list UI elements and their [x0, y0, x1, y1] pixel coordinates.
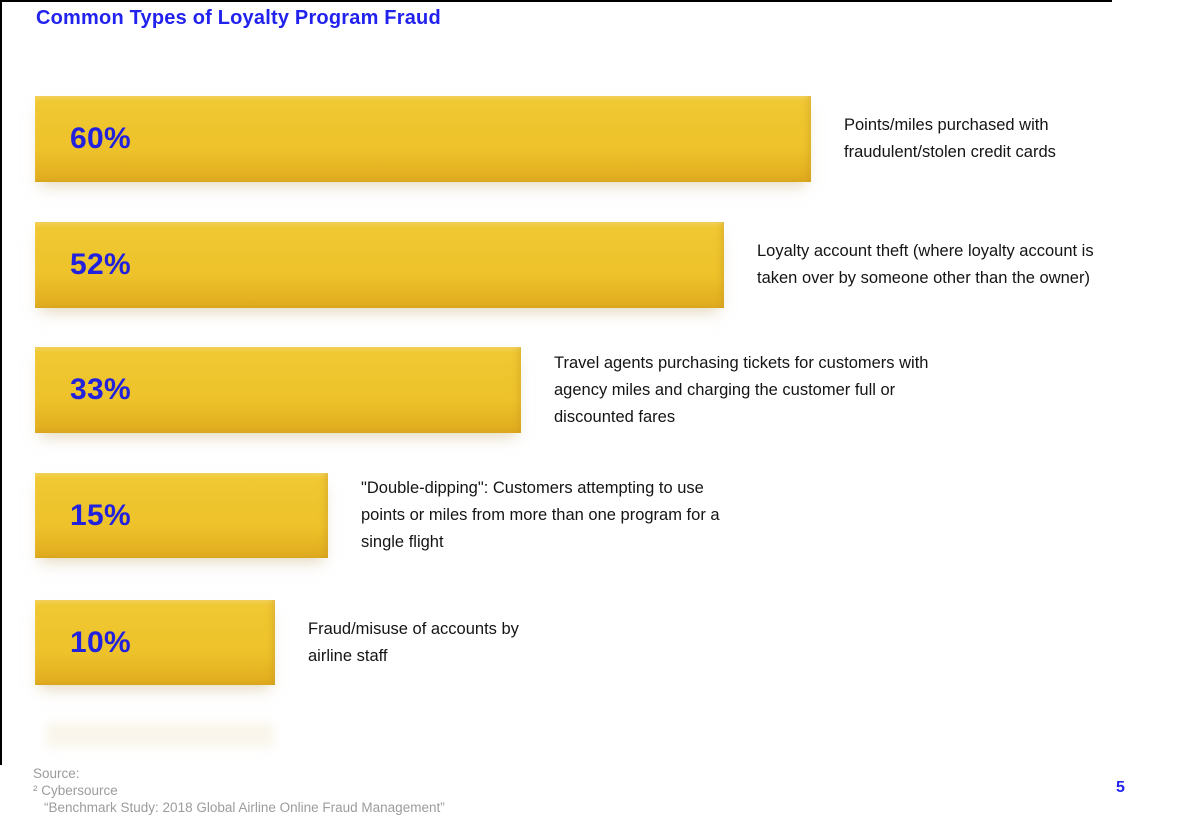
left-edge-line	[0, 0, 2, 765]
bar-row: 33% Travel agents purchasing tickets for…	[35, 347, 976, 433]
source-block: Source: ² Cybersource “Benchmark Study: …	[33, 765, 445, 816]
bar-value-label: 10%	[70, 625, 131, 659]
bar-description: Points/miles purchased with fraudulent/s…	[844, 116, 1056, 161]
ghost-bar-artifact	[46, 722, 274, 748]
page-number: 5	[1116, 779, 1125, 796]
bar-row: 52% Loyalty account theft (where loyalty…	[35, 222, 1105, 308]
top-edge-line	[0, 0, 1112, 2]
source-name: ² Cybersource	[33, 783, 118, 798]
source-citation: “Benchmark Study: 2018 Global Airline On…	[44, 800, 445, 815]
chart-title: Common Types of Loyalty Program Fraud	[36, 7, 441, 29]
bar-value-label: 52%	[70, 248, 131, 281]
bar-row: 60% Points/miles purchased with fraudule…	[35, 96, 1096, 182]
bar-value-label: 33%	[70, 373, 131, 406]
bar-15pct: 15%	[35, 473, 328, 558]
bar-row: 10% Fraud/misuse of accounts by airline …	[35, 600, 540, 685]
source-label: Source:	[33, 766, 80, 781]
bar-10pct: 10%	[35, 600, 275, 685]
bar-row: 15% "Double-dipping": Customers attempti…	[35, 473, 723, 558]
bar-description: "Double-dipping": Customers attempting t…	[361, 479, 720, 551]
bar-52pct: 52%	[35, 222, 724, 308]
bar-value-label: 60%	[70, 122, 131, 155]
bar-description: Loyalty account theft (where loyalty acc…	[757, 242, 1094, 287]
bar-60pct: 60%	[35, 96, 811, 182]
bar-description: Fraud/misuse of accounts by airline staf…	[308, 619, 519, 665]
bar-33pct: 33%	[35, 347, 521, 433]
bar-description: Travel agents purchasing tickets for cus…	[554, 353, 929, 426]
bar-value-label: 15%	[70, 498, 131, 532]
